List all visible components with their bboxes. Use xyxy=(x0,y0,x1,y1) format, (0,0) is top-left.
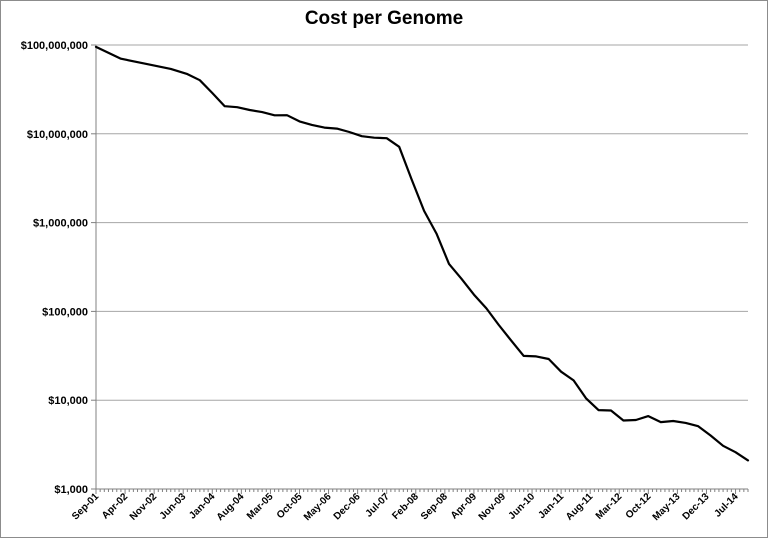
x-tick-label: May-06 xyxy=(302,491,334,523)
gridlines xyxy=(96,44,748,401)
x-tick-label: Jun-03 xyxy=(158,491,189,522)
series-layer xyxy=(94,45,750,462)
y-tick-label: $1,000 xyxy=(54,484,88,496)
x-tick-label: Aug-11 xyxy=(564,491,596,523)
x-tick-label: Sep-08 xyxy=(419,491,450,522)
x-tick-label: Jan-04 xyxy=(187,491,217,521)
x-tick-label: Mar-12 xyxy=(594,491,625,522)
y-tick-label: $100,000 xyxy=(42,306,88,318)
x-tick-label: Aug-04 xyxy=(215,491,247,523)
chart-title: Cost per Genome xyxy=(304,8,464,29)
x-tick-label: Oct-05 xyxy=(275,491,305,521)
x-tick-label: Jan-11 xyxy=(536,491,566,521)
x-tick-label: Mar-05 xyxy=(245,491,276,522)
x-tick-label: Dec-13 xyxy=(681,491,712,522)
x-tick-label: Apr-02 xyxy=(100,491,130,521)
x-tick-label: Dec-06 xyxy=(332,491,363,522)
x-tick-label: Oct-12 xyxy=(624,491,654,521)
x-tick-label: Jul-14 xyxy=(712,491,741,520)
x-tick-label: Jul-07 xyxy=(364,491,393,520)
y-tick-label: $1,000,000 xyxy=(33,218,88,230)
y-tick-label: $100,000,000 xyxy=(21,40,88,52)
x-tick-label: Nov-09 xyxy=(477,491,509,523)
x-tick-label: Apr-09 xyxy=(449,491,479,521)
axes xyxy=(91,44,749,494)
y-axis-ticks: $100,000,000 $10,000,000 $1,000,000 $100,00… xyxy=(21,40,88,496)
x-axis-ticks: Sep-01Apr-02Nov-02Jun-03Jan-04Aug-04Mar-… xyxy=(70,491,741,523)
x-tick-label: May-13 xyxy=(651,491,683,523)
x-tick-label: Feb-08 xyxy=(390,491,421,522)
x-tick-label: Jun-10 xyxy=(507,491,538,522)
x-tick-label: Nov-02 xyxy=(128,491,160,523)
cost-line xyxy=(94,45,750,462)
y-tick-label: $10,000 xyxy=(48,395,88,407)
y-tick-label: $10,000,000 xyxy=(27,129,88,141)
